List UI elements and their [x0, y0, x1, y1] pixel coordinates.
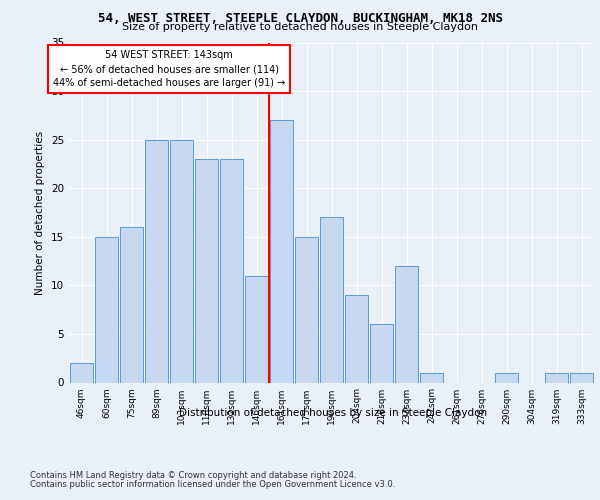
Bar [545, 373, 568, 382]
Text: Size of property relative to detached houses in Steeple Claydon: Size of property relative to detached ho… [122, 22, 478, 32]
Bar [570, 373, 593, 382]
Bar [220, 159, 243, 382]
Text: Contains public sector information licensed under the Open Government Licence v3: Contains public sector information licen… [30, 480, 395, 489]
Bar [270, 120, 293, 382]
Bar [495, 373, 518, 382]
Text: Distribution of detached houses by size in Steeple Claydon: Distribution of detached houses by size … [179, 408, 487, 418]
Bar [195, 159, 218, 382]
Bar [245, 276, 268, 382]
Bar [420, 373, 443, 382]
Bar [320, 218, 343, 382]
Bar [170, 140, 193, 382]
Bar [370, 324, 393, 382]
Bar [95, 237, 118, 382]
Bar [145, 140, 168, 382]
Text: Contains HM Land Registry data © Crown copyright and database right 2024.: Contains HM Land Registry data © Crown c… [30, 471, 356, 480]
Bar [70, 363, 93, 382]
Bar [345, 295, 368, 382]
Bar [120, 227, 143, 382]
Text: 54 WEST STREET: 143sqm
← 56% of detached houses are smaller (114)
44% of semi-de: 54 WEST STREET: 143sqm ← 56% of detached… [53, 50, 285, 88]
Text: 54, WEST STREET, STEEPLE CLAYDON, BUCKINGHAM, MK18 2NS: 54, WEST STREET, STEEPLE CLAYDON, BUCKIN… [97, 12, 503, 26]
Bar [295, 237, 318, 382]
Bar [395, 266, 418, 382]
Y-axis label: Number of detached properties: Number of detached properties [35, 130, 46, 294]
